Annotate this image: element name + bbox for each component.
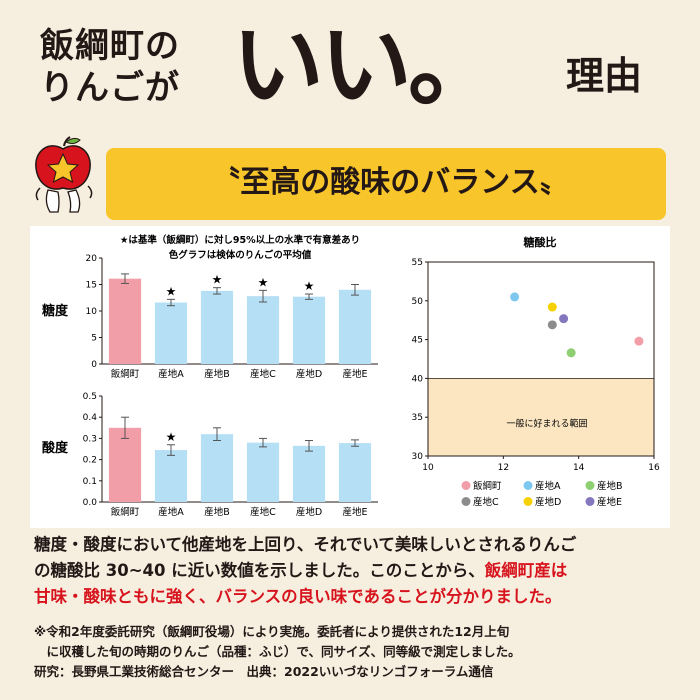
significance-star: ★ [258,275,269,289]
legend-label-産地B: 産地B [597,480,623,492]
category-label: 飯綱町 [111,368,140,380]
title-line-1: 飯綱町の [40,26,180,66]
legend-marker-産地C [461,497,471,506]
legend-marker-産地D [523,497,533,506]
y-tick-label: 0.1 [83,477,97,487]
legend-marker-産地E [585,497,595,506]
category-label: 産地E [342,506,367,518]
note-line-3: 研究：長野県工業技術総合センター 出典：2022いいづなリンゴフォーラム通信 [34,664,494,679]
bar-産地B [200,290,234,364]
title-reason: 理由 [566,54,643,98]
y-tick-label: 45 [412,336,423,346]
category-label: 産地D [296,368,322,380]
bar-産地E [338,443,372,502]
category-label: 飯綱町 [111,506,140,518]
sugar-note-line-1: ★は基準（飯綱町）に対し95%以上の水準で有意差あり [120,234,360,246]
point-産地E [559,314,569,324]
bar-飯綱町 [108,278,142,364]
x-tick-label: 10 [422,463,434,473]
bar-産地C [246,296,280,364]
banner-text: 〝至高の酸味のバランス〟 [210,165,570,200]
acid-ylabel: 酸度 [42,440,69,456]
y-tick-label: 40 [412,374,424,384]
note-line-1: ※令和2年度委託研究（飯綱町役場）により実施。委託者により提供された12月上旬 [34,624,510,639]
notes: ※令和2年度委託研究（飯綱町役場）により実施。委託者により提供された12月上旬 … [34,622,674,682]
category-label: 産地C [250,368,276,380]
body-text: 糖度・酸度において他産地を上回り、それでいて美味しいとされるりんご の糖酸比 3… [34,532,674,610]
point-産地C [547,320,557,330]
point-産地A [510,292,520,302]
sugar-ylabel: 糖度 [42,303,69,319]
y-tick-label: 0 [91,360,97,370]
y-tick-label: 0.5 [83,392,97,402]
sugar-note-line-2: 色グラフは検体のりんごの平均値 [169,249,312,261]
point-産地B [566,348,576,358]
category-label: 産地D [296,506,322,518]
y-tick-label: 0.3 [83,434,97,444]
banner [106,148,666,220]
sugar-acid-ratio-scatter: 一般に好まれる範囲 30 35 40 45 50 55 10 12 14 16 [412,258,660,473]
category-label: 産地A [158,368,184,380]
category-label: 産地C [250,506,276,518]
significance-star: ★ [304,279,315,293]
legend-label-産地E: 産地E [597,496,622,508]
legend-label-産地D: 産地D [535,496,561,508]
bar-産地D [292,296,326,364]
preferred-range-label: 一般に好まれる範囲 [506,418,587,430]
x-tick-label: 16 [648,463,660,473]
preferred-range-band [428,378,654,456]
legend-marker-産地A [523,481,533,490]
bar-産地A [154,450,188,502]
legend-marker-飯綱町 [461,481,471,490]
significance-star: ★ [212,273,223,287]
bar-産地B [200,434,234,502]
body-line-1: 糖度・酸度において他産地を上回り、それでいて美味しいとされるりんご [34,535,577,554]
y-tick-label: 20 [86,254,98,264]
y-tick-label: 0.4 [83,413,98,423]
body-line-2: の糖酸比 30~40 に近い数値を示しました。このことから、飯綱町産は [34,561,568,580]
point-飯綱町 [634,336,644,346]
sugar-bar-chart: 0 5 10 15 20 飯綱町 ★ 産地A ★ 産地B ★ 産地C ★ 産地D 産地E [86,254,378,380]
category-label: 産地A [158,506,184,518]
scatter-title: 糖酸比 [524,235,557,249]
y-tick-label: 30 [412,452,424,462]
y-tick-label: 50 [412,297,424,307]
y-tick-label: 0.2 [83,456,97,466]
plot-frame [427,261,655,457]
bar-産地D [292,445,326,502]
legend-label-飯綱町: 飯綱町 [473,480,502,492]
y-tick-label: 55 [412,258,423,268]
category-label: 産地E [342,368,367,380]
legend-label-産地A: 産地A [535,480,561,492]
y-tick-label: 10 [86,307,98,317]
title-line-2: りんごが [40,68,180,108]
bar-産地E [338,289,372,364]
y-tick-label: 35 [412,413,423,423]
scatter-legend: 飯綱町 産地A 産地B 産地C 産地D 産地E [461,480,623,508]
y-tick-label: 0.0 [83,498,98,508]
category-label: 産地B [204,368,230,380]
x-tick-label: 14 [573,463,585,473]
bar-産地C [246,442,280,502]
acid-bar-chart: 0.0 0.1 0.2 0.3 0.4 0.5 飯綱町 ★ 産地A 産地B 産地C 産地D 産地E [83,392,378,518]
y-tick-label: 5 [91,334,97,344]
significance-star: ★ [166,430,177,444]
legend-label-産地C: 産地C [473,496,499,508]
y-tick-label: 15 [86,281,97,291]
legend-marker-産地B [585,481,595,490]
bar-産地A [154,302,188,364]
bar-飯綱町 [108,427,142,502]
body-highlight-1: 飯綱町産は [484,561,568,580]
title-big-text: いい。 [232,12,500,119]
x-tick-label: 12 [498,463,509,473]
significance-star: ★ [166,284,177,298]
body-line-3: 甘味・酸味ともに強く、バランスの良い味であることが分かりました。 [34,587,562,606]
category-label: 産地B [204,506,230,518]
apple-mascot-icon [35,136,93,213]
charts-svg: ★は基準（飯綱町）に対し95%以上の水準で有意差あり 色グラフは検体のりんごの平… [42,234,660,518]
note-line-2: に収穫した旬の時期のりんご（品種：ふじ）で、同サイズ、同等級で測定しました。 [34,644,521,659]
point-産地D [547,302,557,312]
